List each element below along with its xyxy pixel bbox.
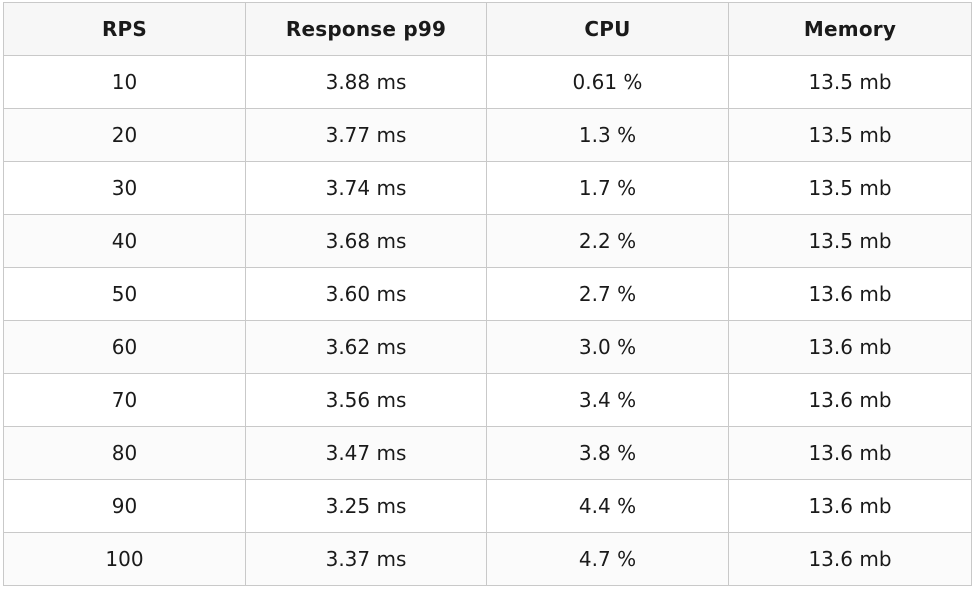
benchmark-table: RPS Response p99 CPU Memory 10 3.88 ms 0… [3,2,972,586]
cell-memory: 13.5 mb [728,214,972,268]
cell-memory: 13.5 mb [728,108,972,162]
cell-rps: 20 [3,108,246,162]
cell-memory: 13.6 mb [728,426,972,480]
cell-rps: 100 [3,532,246,586]
cell-response-p99: 3.37 ms [245,532,487,586]
table-row: 50 3.60 ms 2.7 % 13.6 mb [3,267,972,321]
cell-memory: 13.5 mb [728,55,972,109]
table-row: 70 3.56 ms 3.4 % 13.6 mb [3,373,972,427]
table-row: 60 3.62 ms 3.0 % 13.6 mb [3,320,972,374]
table-row: 90 3.25 ms 4.4 % 13.6 mb [3,479,972,533]
cell-rps: 70 [3,373,246,427]
table-row: 10 3.88 ms 0.61 % 13.5 mb [3,55,972,109]
cell-rps: 50 [3,267,246,321]
cell-response-p99: 3.56 ms [245,373,487,427]
cell-rps: 90 [3,479,246,533]
cell-response-p99: 3.88 ms [245,55,487,109]
cell-memory: 13.6 mb [728,320,972,374]
table-row: 30 3.74 ms 1.7 % 13.5 mb [3,161,972,215]
cell-cpu: 3.0 % [486,320,729,374]
header-cpu: CPU [486,2,729,56]
cell-rps: 10 [3,55,246,109]
cell-cpu: 4.4 % [486,479,729,533]
cell-rps: 80 [3,426,246,480]
cell-response-p99: 3.47 ms [245,426,487,480]
cell-response-p99: 3.60 ms [245,267,487,321]
cell-memory: 13.6 mb [728,479,972,533]
cell-cpu: 2.2 % [486,214,729,268]
cell-memory: 13.6 mb [728,532,972,586]
table-row: 80 3.47 ms 3.8 % 13.6 mb [3,426,972,480]
benchmark-table-container: RPS Response p99 CPU Memory 10 3.88 ms 0… [3,2,972,586]
cell-cpu: 2.7 % [486,267,729,321]
cell-cpu: 3.4 % [486,373,729,427]
cell-response-p99: 3.68 ms [245,214,487,268]
cell-cpu: 4.7 % [486,532,729,586]
header-row: RPS Response p99 CPU Memory [3,2,972,56]
cell-rps: 60 [3,320,246,374]
cell-cpu: 0.61 % [486,55,729,109]
header-memory: Memory [728,2,972,56]
cell-rps: 30 [3,161,246,215]
cell-response-p99: 3.74 ms [245,161,487,215]
cell-memory: 13.6 mb [728,373,972,427]
table-row: 20 3.77 ms 1.3 % 13.5 mb [3,108,972,162]
cell-cpu: 1.3 % [486,108,729,162]
table-row: 40 3.68 ms 2.2 % 13.5 mb [3,214,972,268]
cell-cpu: 3.8 % [486,426,729,480]
cell-memory: 13.6 mb [728,267,972,321]
table-row: 100 3.37 ms 4.7 % 13.6 mb [3,532,972,586]
cell-memory: 13.5 mb [728,161,972,215]
header-rps: RPS [3,2,246,56]
cell-response-p99: 3.62 ms [245,320,487,374]
cell-response-p99: 3.25 ms [245,479,487,533]
cell-cpu: 1.7 % [486,161,729,215]
cell-rps: 40 [3,214,246,268]
cell-response-p99: 3.77 ms [245,108,487,162]
header-response-p99: Response p99 [245,2,487,56]
